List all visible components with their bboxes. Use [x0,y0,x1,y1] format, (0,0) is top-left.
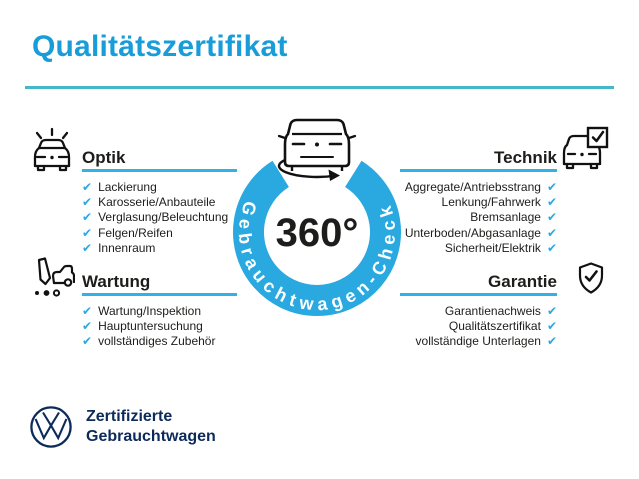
check-item: ✔ Karosserie/Anbauteile [82,194,228,209]
car-front-shine-icon [29,126,75,174]
brand-line1: Zertifizierte [86,408,173,425]
check-item: Bremsanlage ✔ [337,210,557,225]
check-item: ✔ vollständiges Zubehör [82,334,215,349]
car-rotate-360-icon: Gebrauchtwagen-Check 360° [225,112,409,320]
check-item: Lenkung/Fahrwerk ✔ [337,194,557,209]
check-icon: ✔ [82,241,93,256]
check-item: ✔ Innenraum [82,241,228,256]
check-item-label: Bremsanlage [470,210,541,225]
check-item: Aggregate/Antriebsstrang ✔ [337,179,557,194]
wartung-connector-line [82,293,237,296]
check-item-label: Innenraum [98,241,156,256]
title-divider [25,86,614,89]
check-item-label: Garantienachweis [444,303,541,318]
optik-connector-line [82,169,237,172]
brand-wordmark: Zertifizierte Gebrauchtwagen [86,407,216,447]
rotating-car-glyph [277,118,357,181]
check-item-label: Lenkung/Fahrwerk [441,195,541,210]
check-item-label: Wartung/Inspektion [98,303,202,318]
wartung-checklist: ✔ Wartung/Inspektion ✔ Hauptuntersuchung ✔ vo… [82,303,215,349]
page-title: Qualitätszertifikat [32,30,288,63]
check-icon: ✔ [82,210,93,225]
check-item-label: Aggregate/Antriebsstrang [404,179,541,194]
check-item: ✔ Felgen/Reifen [82,225,228,240]
check-item: ✔ Wartung/Inspektion [82,303,215,318]
check-icon: ✔ [82,195,93,210]
check-icon: ✔ [546,210,557,225]
garantie-connector-line [400,293,557,296]
car-checkbox-icon [562,126,610,172]
check-icon: ✔ [546,241,557,256]
check-item-label: Verglasung/Beleuchtung [98,210,229,225]
check-item-label: Lackierung [98,179,157,194]
check-icon: ✔ [546,319,557,334]
check-icon: ✔ [546,303,557,318]
shield-check-icon [576,261,606,295]
check-icon: ✔ [82,334,93,349]
technik-checklist: Aggregate/Antriebsstrang ✔ Lenkung/Fahrwer… [337,179,557,256]
brand-line2: Gebrauchtwagen [86,428,216,445]
garantie-checklist: Garantienachweis ✔ Qualitätszertifikat ✔ vol… [337,303,557,349]
optik-checklist: ✔ Lackierung ✔ Karosserie/Anbauteile ✔ Vergla… [82,179,228,256]
check-icon: ✔ [82,303,93,318]
check-item: ✔ Verglasung/Beleuchtung [82,210,228,225]
check-icon: ✔ [546,334,557,349]
degree-label: 360° [276,211,359,255]
check-item-label: Sicherheit/Elektrik [444,241,541,256]
check-icon: ✔ [82,179,93,194]
check-item: Sicherheit/Elektrik ✔ [337,241,557,256]
check-item: vollständige Unterlagen ✔ [337,334,557,349]
check-item-label: Karosserie/Anbauteile [98,195,216,210]
check-item: Garantienachweis ✔ [337,303,557,318]
check-item-label: Hauptuntersuchung [98,319,203,334]
ring-arc [233,160,401,316]
pencil-car-checklist-icon [29,256,75,298]
vw-logo [29,405,73,449]
section-heading-optik: Optik [82,148,126,167]
section-heading-garantie: Garantie [488,272,557,291]
check-item-label: Qualitätszertifikat [448,319,541,334]
check-icon: ✔ [546,195,557,210]
check-item-label: vollständige Unterlagen [415,334,541,349]
check-item-label: vollständiges Zubehör [98,334,216,349]
check-item: ✔ Lackierung [82,179,228,194]
section-heading-technik: Technik [494,148,557,167]
section-heading-wartung: Wartung [82,272,151,291]
check-item: Qualitätszertifikat ✔ [337,318,557,333]
check-icon: ✔ [82,319,93,334]
check-icon: ✔ [546,225,557,240]
technik-connector-line [400,169,557,172]
check-item: Unterboden/Abgasanlage ✔ [337,225,557,240]
check-icon: ✔ [82,225,93,240]
check-item-label: Unterboden/Abgasanlage [404,225,541,240]
check-item-label: Felgen/Reifen [98,225,173,240]
check-icon: ✔ [546,179,557,194]
check-item: ✔ Hauptuntersuchung [82,318,215,333]
